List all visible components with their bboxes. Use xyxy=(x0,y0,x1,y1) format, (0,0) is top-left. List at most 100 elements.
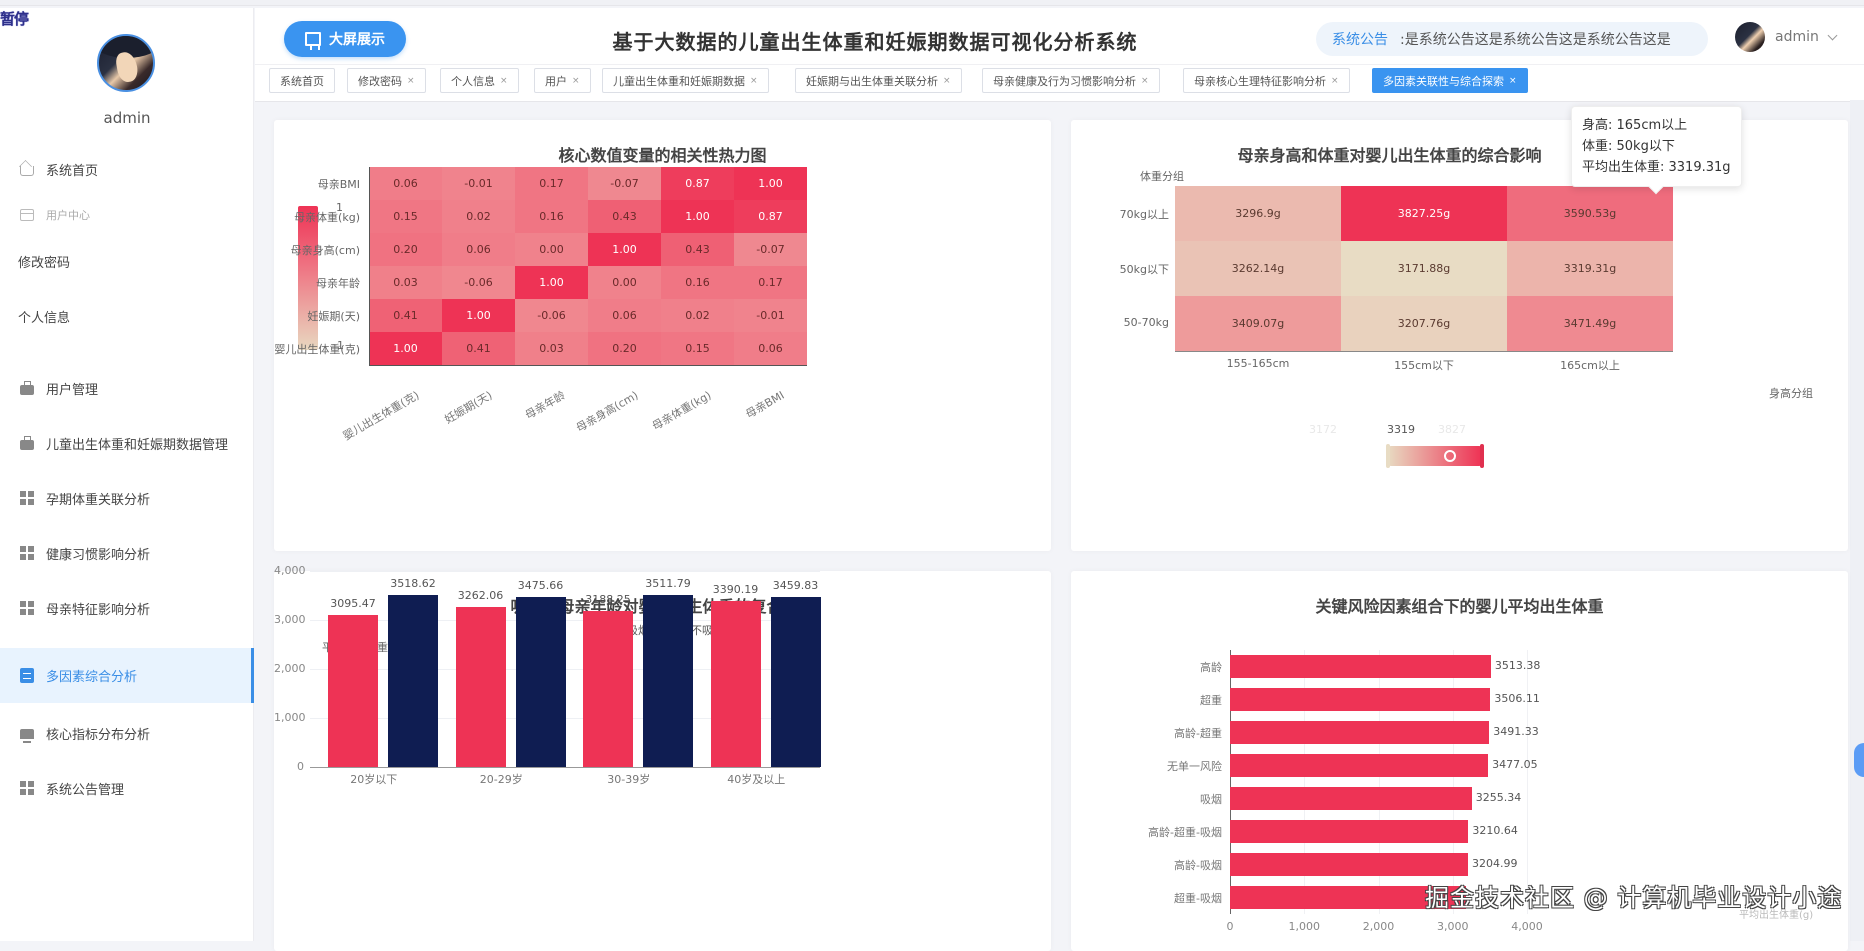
bar[interactable] xyxy=(1230,787,1472,810)
heatmap-cell[interactable]: 0.03 xyxy=(515,332,588,365)
heatmap-cell[interactable]: 0.87 xyxy=(661,167,734,200)
close-icon[interactable]: × xyxy=(750,75,758,86)
heatmap-cell[interactable]: 0.06 xyxy=(442,233,515,266)
heatmap-cell[interactable]: 0.43 xyxy=(588,200,661,233)
bar-nonsmoking[interactable] xyxy=(388,594,438,767)
heatmap-cell[interactable]: 0.06 xyxy=(734,332,807,365)
bar-smoking[interactable] xyxy=(328,615,378,767)
heatmap-cell[interactable]: 0.02 xyxy=(661,299,734,332)
heatmap-cell[interactable]: 3409.07g xyxy=(1175,296,1341,351)
heatmap-cell[interactable]: 1.00 xyxy=(734,167,807,200)
heatmap-cell[interactable]: -0.01 xyxy=(734,299,807,332)
sidebar-item-profile[interactable]: 个人信息 xyxy=(0,293,254,339)
heatmap-cell[interactable]: 0.06 xyxy=(369,167,442,200)
bar[interactable] xyxy=(1230,655,1491,678)
floating-side-button[interactable] xyxy=(1854,743,1864,777)
heatmap-cell[interactable]: 0.03 xyxy=(369,266,442,299)
slider-handle-min[interactable] xyxy=(1386,444,1390,468)
close-icon[interactable]: × xyxy=(1331,75,1339,86)
sidebar-item-announcements[interactable]: 系统公告管理 xyxy=(0,765,254,811)
heatmap-cell[interactable]: 0.41 xyxy=(442,332,515,365)
sidebar-item-pregnancy-weight[interactable]: 孕期体重关联分析 xyxy=(0,475,254,521)
heatmap-cell[interactable]: 1.00 xyxy=(369,332,442,365)
bar[interactable] xyxy=(1230,886,1467,909)
heatmap-cell[interactable]: 0.17 xyxy=(515,167,588,200)
heatmap-cell[interactable]: 3827.25g xyxy=(1341,186,1507,241)
heatmap-cell[interactable]: 0.16 xyxy=(661,266,734,299)
bar[interactable] xyxy=(1230,688,1491,711)
heatmap-cell[interactable]: 1.00 xyxy=(588,233,661,266)
bar-nonsmoking[interactable] xyxy=(770,597,821,767)
tab-mother-features[interactable]: 母亲核心生理特征影响分析 × xyxy=(1183,68,1350,93)
heatmap-cell[interactable]: 0.17 xyxy=(734,266,807,299)
heatmap-cell[interactable]: 0.20 xyxy=(369,233,442,266)
bar[interactable] xyxy=(1230,754,1489,777)
close-icon[interactable]: × xyxy=(1509,75,1517,86)
heatmap-cell[interactable]: 3319.31g xyxy=(1507,241,1673,296)
close-icon[interactable]: × xyxy=(943,75,951,86)
heatmap-cell[interactable]: 3590.53g xyxy=(1507,186,1673,241)
bar-smoking[interactable] xyxy=(583,610,633,767)
heatmap-cell[interactable]: 0.16 xyxy=(515,200,588,233)
sidebar-section-user-center[interactable]: 用户中心 xyxy=(0,192,254,238)
heatmap-cell[interactable]: 3171.88g xyxy=(1341,241,1507,296)
tab-user[interactable]: 用户 × xyxy=(534,68,591,93)
heatmap-cell[interactable]: 0.41 xyxy=(369,299,442,332)
big-screen-button[interactable]: 大屏展示 xyxy=(284,21,406,57)
close-icon[interactable]: × xyxy=(500,75,508,86)
tab-data[interactable]: 儿童出生体重和妊娠期数据 × xyxy=(602,68,769,93)
heatmap-cell[interactable]: -0.01 xyxy=(442,167,515,200)
sidebar-item-home[interactable]: 系统首页 xyxy=(0,146,254,192)
user-menu[interactable]: admin xyxy=(1735,22,1838,52)
bar-nonsmoking[interactable] xyxy=(643,594,693,767)
tab-home[interactable]: 系统首页 xyxy=(269,68,335,93)
heatmap-cell[interactable]: 0.20 xyxy=(588,332,661,365)
close-icon[interactable]: × xyxy=(1141,75,1149,86)
heatmap-cell[interactable]: -0.06 xyxy=(442,266,515,299)
heatmap-cell[interactable]: 0.00 xyxy=(515,233,588,266)
slider-indicator[interactable] xyxy=(1444,450,1456,462)
slider-handle-max[interactable] xyxy=(1480,444,1484,468)
heatmap-cell[interactable]: 1.00 xyxy=(661,200,734,233)
scrollbar-track[interactable] xyxy=(1850,100,1864,941)
bar[interactable] xyxy=(1230,721,1490,744)
heatmap-cell[interactable]: -0.06 xyxy=(515,299,588,332)
bar-nonsmoking[interactable] xyxy=(515,596,566,767)
bar-smoking[interactable] xyxy=(710,600,761,767)
heatmap-cell[interactable]: 0.15 xyxy=(661,332,734,365)
heatmap-cell[interactable]: 3262.14g xyxy=(1175,241,1341,296)
sidebar-item-health-habits[interactable]: 健康习惯影响分析 xyxy=(0,530,254,576)
tab-multi-factor[interactable]: 多因素关联性与综合探索 × xyxy=(1372,68,1528,93)
bar-smoking[interactable] xyxy=(455,607,506,767)
heatmap-cell[interactable]: 0.87 xyxy=(734,200,807,233)
heatmap-cell[interactable]: 0.00 xyxy=(588,266,661,299)
sidebar-item-core-indicators[interactable]: 核心指标分布分析 xyxy=(0,710,254,756)
sidebar-item-user-management[interactable]: 用户管理 xyxy=(0,365,254,411)
heatmap-cell[interactable]: 0.43 xyxy=(661,233,734,266)
tab-profile[interactable]: 个人信息 × xyxy=(440,68,519,93)
heatmap-cell[interactable]: 3207.76g xyxy=(1341,296,1507,351)
close-icon[interactable]: × xyxy=(572,75,580,86)
heatmap-cell[interactable]: -0.07 xyxy=(734,233,807,266)
sidebar-item-data-management[interactable]: 儿童出生体重和妊娠期数据管理 xyxy=(0,420,254,466)
tab-pregnancy-weight[interactable]: 妊娠期与出生体重关联分析 × xyxy=(795,68,962,93)
heatmap-cell[interactable]: 3471.49g xyxy=(1507,296,1673,351)
heatmap-cell[interactable]: 0.15 xyxy=(369,200,442,233)
sidebar-item-multi-factor[interactable]: 多因素综合分析 xyxy=(0,648,254,703)
bar[interactable] xyxy=(1230,820,1469,843)
tab-change-password[interactable]: 修改密码 × xyxy=(347,68,426,93)
heatmap-cell[interactable]: -0.07 xyxy=(588,167,661,200)
sidebar-item-change-password[interactable]: 修改密码 xyxy=(0,238,254,284)
heatmap-cell[interactable]: 1.00 xyxy=(442,299,515,332)
heatmap-cell[interactable]: 3296.9g xyxy=(1175,186,1341,241)
bar[interactable] xyxy=(1230,853,1468,876)
announcement-ticker[interactable]: 系统公告 :是系统公告这是系统公告这是系统公告这是 xyxy=(1316,22,1708,56)
heatmap-cell[interactable]: 0.06 xyxy=(588,299,661,332)
visual-map-slider[interactable] xyxy=(1386,444,1484,468)
visual-map-legend[interactable] xyxy=(298,206,318,350)
sidebar-item-mother-features[interactable]: 母亲特征影响分析 xyxy=(0,585,254,631)
heatmap-cell[interactable]: 1.00 xyxy=(515,266,588,299)
close-icon[interactable]: × xyxy=(407,75,415,86)
heatmap-cell[interactable]: 0.02 xyxy=(442,200,515,233)
sidebar-avatar[interactable] xyxy=(97,34,155,92)
